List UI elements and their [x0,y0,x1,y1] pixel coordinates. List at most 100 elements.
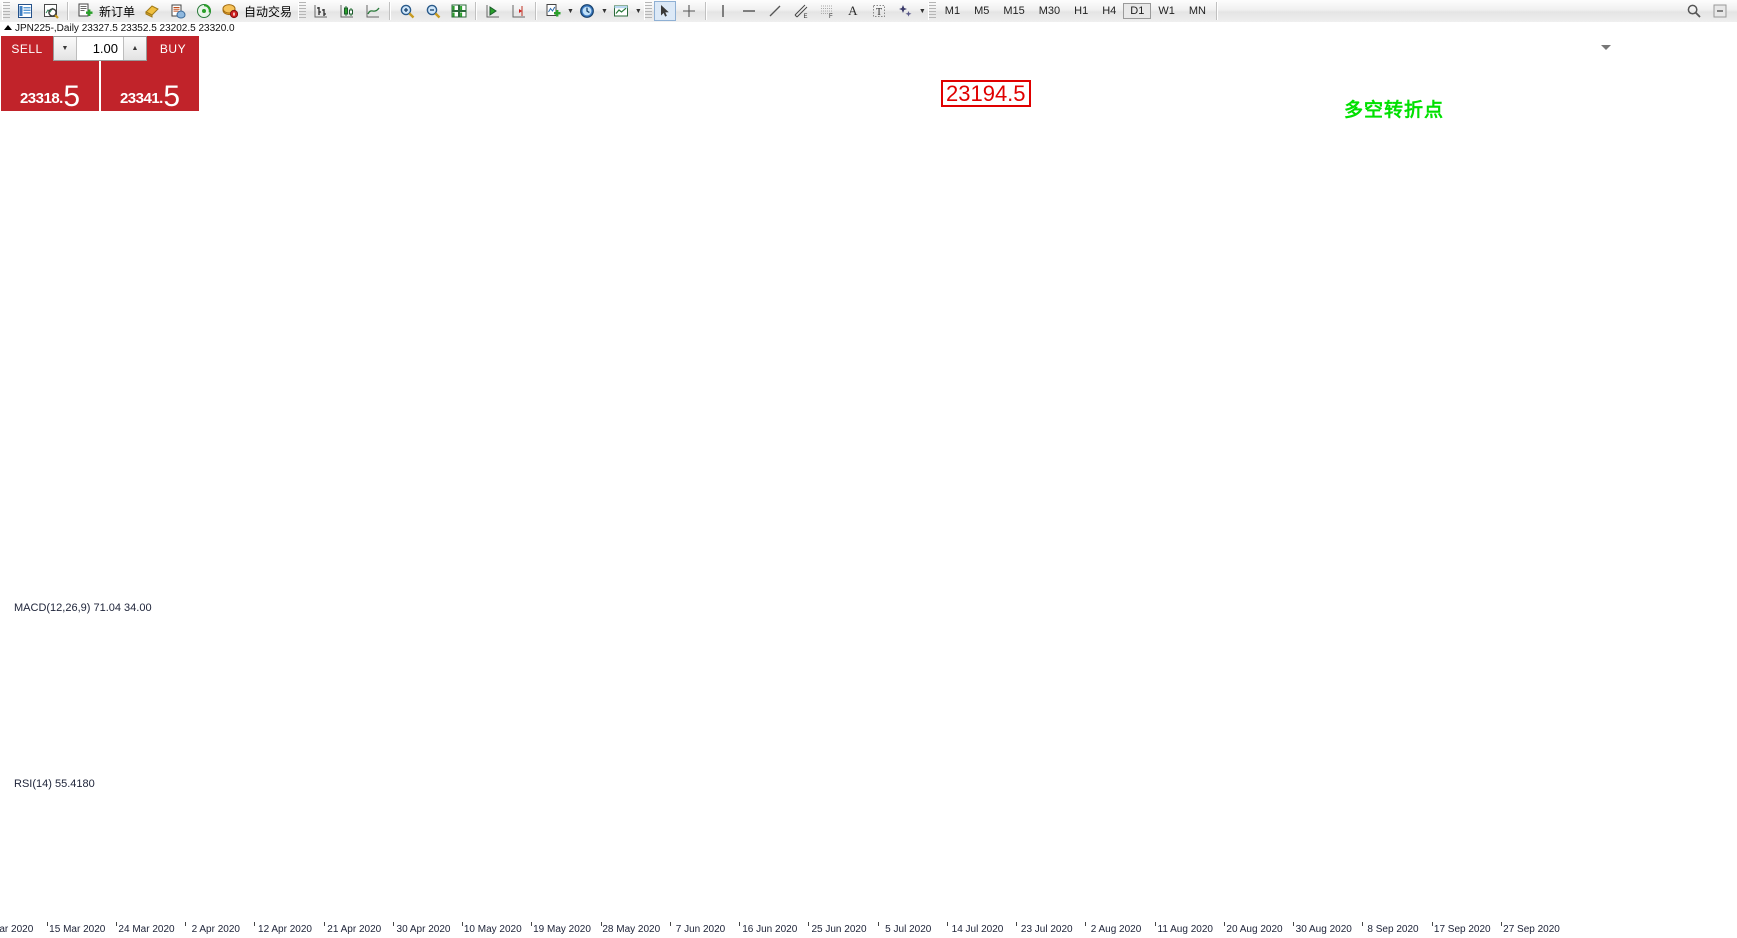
new-order-button[interactable] [72,1,98,21]
crosshair-icon[interactable] [676,1,702,21]
date-tick-separator [1500,922,1502,926]
shapes-dropdown-icon[interactable]: ▼ [918,7,926,15]
shapes-icon[interactable] [892,1,918,21]
date-tick-separator [531,922,533,926]
timeframe-m5[interactable]: M5 [974,5,990,17]
buy-button[interactable]: BUY [147,36,199,61]
date-tick-separator [1431,922,1433,926]
toolbar-grip[interactable] [2,2,10,20]
bar-chart-icon[interactable] [308,1,334,21]
date-tick-separator [185,922,187,926]
horizontal-line-icon[interactable] [736,1,762,21]
clock-icon[interactable] [574,1,600,21]
date-tick-label: 8 Sep 2020 [1367,924,1419,935]
date-tick-separator [946,922,948,926]
toolbar-separator-6 [1215,2,1218,20]
date-tick-label: 24 Mar 2020 [118,924,175,935]
templates-dropdown-icon[interactable]: ▼ [634,7,642,15]
timeframe-d1[interactable]: D1 [1123,3,1152,19]
fibonacci-icon[interactable]: F [814,1,840,21]
date-tick-separator [462,922,464,926]
volume-input[interactable]: 1.00 [92,41,118,56]
new-order-label[interactable]: 新订单 [99,4,136,19]
templates-icon[interactable] [608,1,634,21]
volume-stepper[interactable]: ▼ 1.00 ▲ [53,36,147,61]
tile-windows-icon[interactable] [446,1,472,21]
date-tick-label: 15 Mar 2020 [49,924,106,935]
toolbar-grip-4[interactable] [927,2,936,20]
chart-shift-icon[interactable] [506,1,532,21]
date-tick-label: 21 Apr 2020 [327,924,382,935]
timeframe-m1[interactable]: M1 [944,5,961,17]
volume-decrement-icon[interactable]: ▼ [54,37,77,60]
date-tick-label: 16 Jun 2020 [742,924,798,935]
sell-price-fraction: 5 [63,79,81,113]
indicators-icon[interactable] [540,1,566,21]
periods-dropdown-icon[interactable]: ▼ [600,7,608,15]
terminal-icon[interactable] [165,1,191,21]
date-tick-label: 5 Mar 2020 [0,924,34,935]
buy-price-fraction: 5 [163,79,181,113]
search-icon[interactable] [1681,1,1707,21]
volume-increment-icon[interactable]: ▲ [123,37,146,60]
trendline-icon[interactable] [762,1,788,21]
text-label-icon[interactable]: T [866,1,892,21]
text-tool-label: A [848,3,858,18]
date-tick-separator [392,922,394,926]
chart-scroll-caret-icon[interactable] [1601,45,1611,50]
date-tick-separator [1293,922,1295,926]
date-tick-separator [323,922,325,926]
date-tick-label: 2 Apr 2020 [191,924,240,935]
window-controls-icon[interactable] [1707,1,1733,21]
macd-indicator-label: MACD(12,26,9) 71.04 34.00 [14,602,152,614]
metaeditor-icon[interactable] [139,1,165,21]
zoom-out-icon[interactable] [420,1,446,21]
cursor-arrow-icon[interactable] [653,1,676,21]
chart-collapse-icon[interactable] [4,25,12,30]
date-tick-separator [808,922,810,926]
autotrading-icon[interactable] [217,1,243,21]
date-tick-label: 5 Jul 2020 [885,924,932,935]
line-chart-icon[interactable] [360,1,386,21]
sell-button[interactable]: SELL [1,36,53,61]
timeframe-mn[interactable]: MN [1188,5,1206,17]
main-toolbar: 新订单 自动交易 ▼ ▼ [0,0,1737,23]
data-window-icon[interactable] [38,1,64,21]
date-tick-label: 10 May 2020 [463,924,522,935]
chart-area[interactable]: JPN225-,Daily 23327.5 23352.5 23202.5 23… [0,22,1737,938]
zoom-in-icon[interactable] [394,1,420,21]
toolbar-grip-2[interactable] [298,2,307,20]
vertical-line-icon[interactable] [710,1,736,21]
toolbar-grip-3[interactable] [643,2,652,20]
toolbar-separator-5 [704,2,707,20]
buy-price[interactable]: 23341 . 5 [101,61,199,111]
timeframe-h4[interactable]: H4 [1102,5,1117,17]
tester-icon[interactable] [191,1,217,21]
timeframe-m15[interactable]: M15 [1003,5,1025,17]
indicators-dropdown-icon[interactable]: ▼ [567,7,574,15]
timeframe-m30[interactable]: M30 [1038,5,1061,17]
date-tick-separator [600,922,602,926]
svg-text:E: E [803,14,807,19]
equidistant-channel-icon[interactable]: E [788,1,814,21]
timeframe-h1[interactable]: H1 [1074,5,1089,17]
timeframe-w1[interactable]: W1 [1158,5,1175,17]
date-tick-label: 17 Sep 2020 [1433,924,1491,935]
chinese-annotation-text: 多空转折点 [1344,99,1445,121]
candlestick-icon[interactable] [334,1,360,21]
date-tick-label: 27 Sep 2020 [1503,924,1560,935]
date-tick-label: 30 Apr 2020 [396,924,451,935]
quote-top-row: SELL ▼ 1.00 ▲ BUY [1,36,199,61]
timeframe-bar: M1 M5 M15 M30 H1 H4 D1 W1 MN [938,3,1213,19]
toolbar-separator [67,2,69,20]
date-tick-label: 14 Jul 2020 [951,924,1004,935]
market-watch-icon[interactable] [12,1,38,21]
date-tick-separator [1362,922,1364,926]
date-tick-separator [254,922,256,926]
one-click-trading-panel[interactable]: SELL ▼ 1.00 ▲ BUY 23318 . 5 23341 . 5 [1,36,199,111]
date-tick-separator [46,922,48,926]
text-icon[interactable]: A [840,1,866,21]
sell-price[interactable]: 23318 . 5 [1,61,99,111]
autotrading-label[interactable]: 自动交易 [244,4,293,19]
auto-scroll-icon[interactable] [480,1,506,21]
